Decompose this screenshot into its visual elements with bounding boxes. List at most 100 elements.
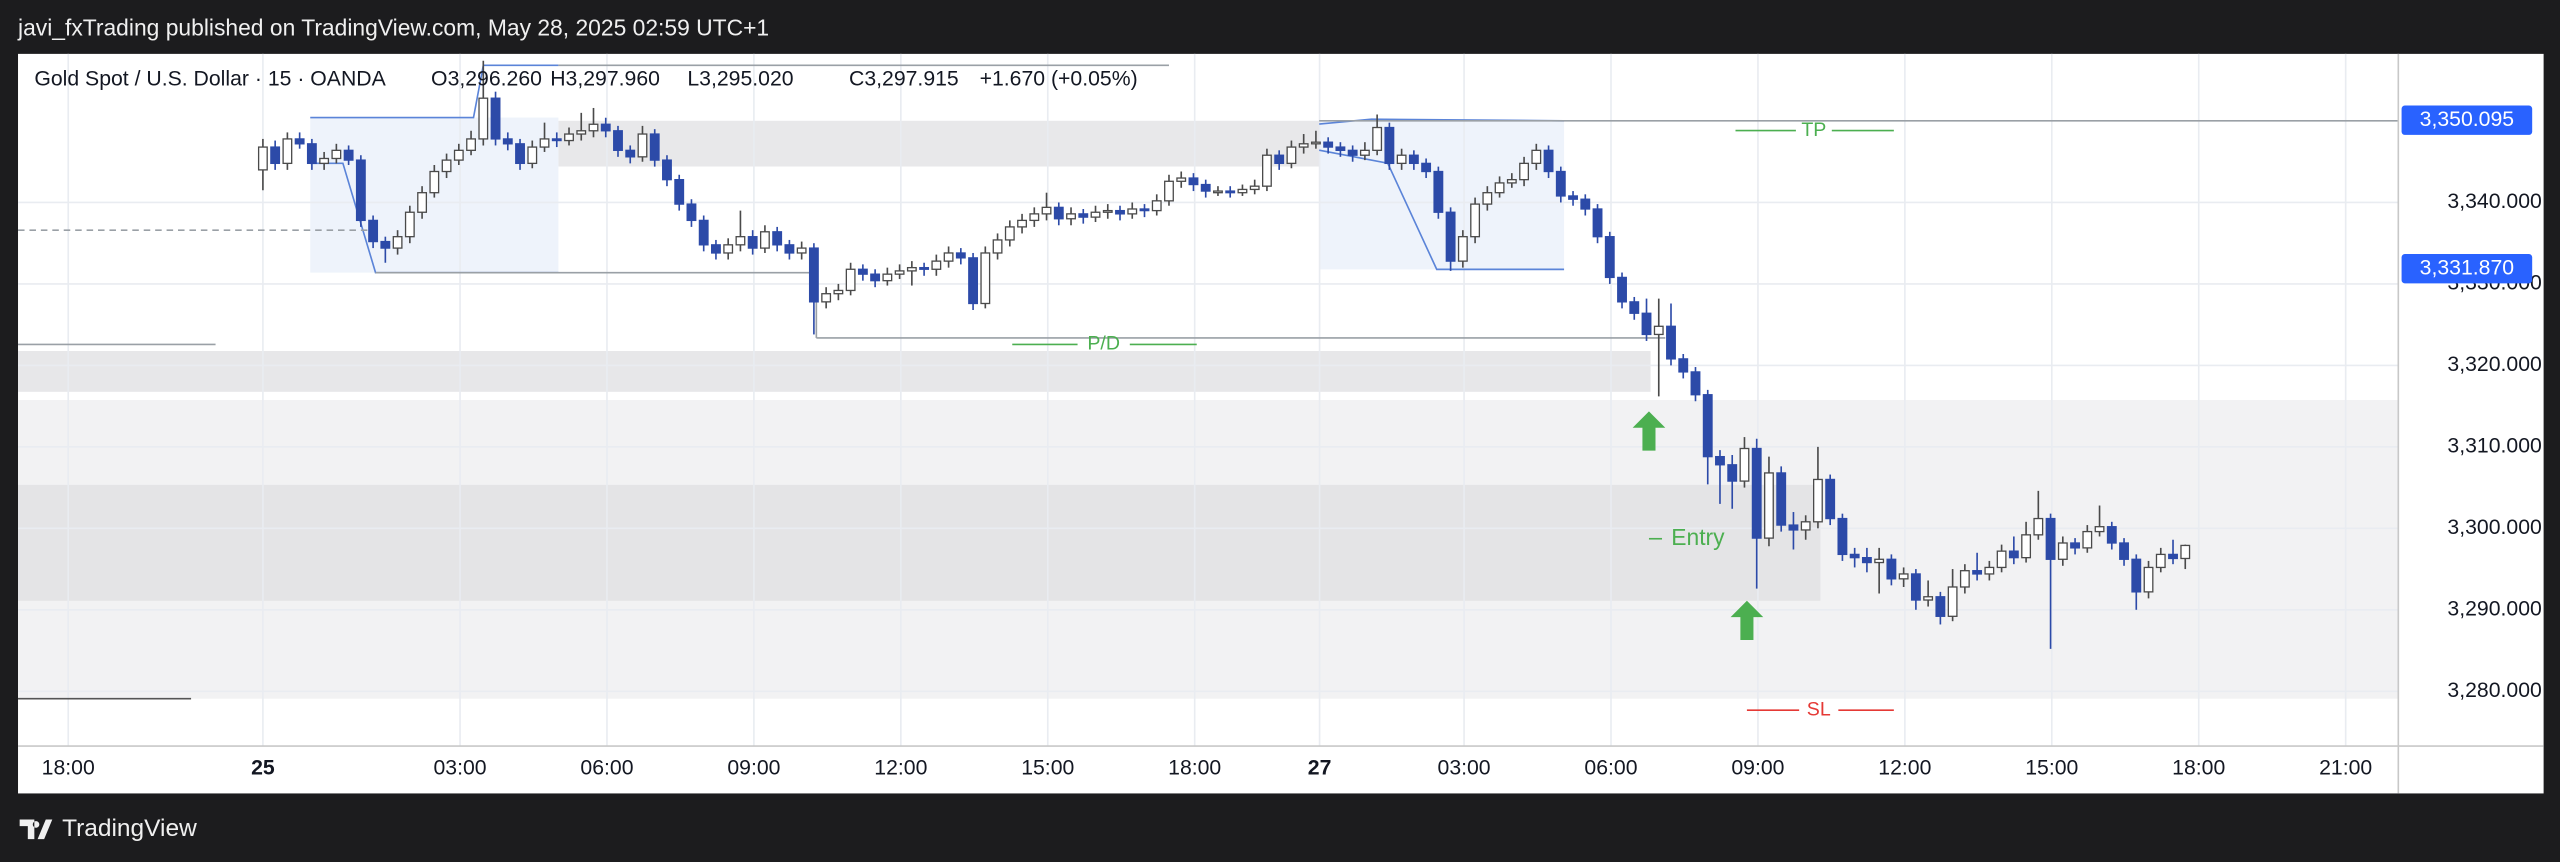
candle-body — [564, 133, 574, 142]
candle-body — [1702, 394, 1713, 458]
candle-body — [1041, 206, 1052, 215]
candle-body — [1751, 447, 1762, 539]
candle-body — [1359, 149, 1370, 156]
candle-body — [331, 149, 342, 160]
candle-body — [1457, 236, 1468, 262]
y-tick-label: 3,310.000 — [2447, 434, 2541, 457]
candle-body — [870, 273, 881, 282]
candle-body — [551, 138, 562, 142]
brand: TradingView — [19, 815, 197, 842]
candle-body — [1151, 200, 1162, 212]
x-tick-label: 18:00 — [42, 757, 95, 780]
candle-body — [343, 149, 354, 161]
candle-body — [698, 219, 709, 246]
candle-body — [1078, 213, 1089, 218]
candle-body — [2143, 566, 2154, 593]
candle-body — [441, 159, 452, 173]
candle-body — [1727, 464, 1738, 482]
candle-body — [1996, 550, 2007, 569]
candle-body — [368, 219, 379, 243]
candle-body — [478, 97, 489, 140]
candle-body — [417, 192, 428, 213]
x-tick-label: 09:00 — [727, 757, 780, 780]
candle-body — [466, 138, 476, 151]
legend-close: C3,297.915 — [849, 68, 959, 91]
candle-body — [1323, 141, 1334, 148]
candle-body — [955, 252, 966, 259]
x-tick-label: 06:00 — [580, 757, 633, 780]
x-tick-label: 03:00 — [433, 757, 486, 780]
candle-body — [808, 247, 819, 303]
candle-body — [2180, 544, 2191, 560]
candle-body — [1188, 177, 1199, 186]
candle-body — [392, 236, 403, 249]
candle-body — [1580, 198, 1591, 210]
candle-body — [588, 123, 599, 132]
x-tick-label: 03:00 — [1438, 757, 1491, 780]
candle-body — [1286, 146, 1297, 165]
candle-body — [576, 130, 587, 135]
candle-body — [1715, 455, 1725, 466]
candle-body — [257, 146, 268, 171]
entry-label: Entry — [1671, 524, 1725, 550]
candle-body — [502, 138, 513, 145]
symbol: Gold Spot / U.S. Dollar · 15 · OANDA — [34, 68, 386, 91]
candle-body — [2057, 542, 2068, 560]
candle-body — [943, 252, 954, 262]
candle-body — [968, 257, 979, 305]
candle-body — [1764, 472, 1774, 539]
candle-body — [453, 149, 464, 161]
candle-body — [600, 123, 611, 132]
candle-body — [894, 270, 905, 275]
candle-body — [1800, 521, 1811, 531]
candle-body — [2082, 530, 2093, 549]
candle-body — [1262, 154, 1272, 187]
candle-body — [796, 247, 807, 254]
x-tick-label: 25 — [251, 757, 275, 780]
candle-body — [1506, 179, 1517, 184]
candle-body — [1519, 162, 1530, 181]
candle-body — [1384, 126, 1395, 165]
candle-body — [539, 138, 550, 148]
candle-body — [637, 133, 648, 158]
legend-low: L3,295.020 — [687, 68, 793, 91]
candle-body — [1029, 213, 1040, 222]
zone — [558, 120, 1320, 167]
candle-body — [649, 133, 660, 161]
drawings — [18, 64, 2399, 711]
candle-body — [2155, 553, 2166, 569]
candle-body — [282, 138, 293, 165]
y-tick-label: 3,290.000 — [2447, 597, 2541, 620]
candle-body — [1666, 325, 1676, 360]
logo — [19, 819, 53, 840]
candle-body — [2106, 526, 2117, 544]
candle-body — [355, 159, 366, 222]
candle-body — [1396, 154, 1407, 165]
candle-body — [1861, 557, 1872, 564]
arrow-up — [1730, 600, 1764, 640]
x-tick-label: 12:00 — [874, 757, 927, 780]
candle-body — [1984, 566, 1995, 575]
candle-body — [1825, 478, 1836, 520]
x-tick-label: 18:00 — [2172, 757, 2225, 780]
candles — [257, 60, 2191, 649]
candle-body — [723, 244, 734, 254]
candle-body — [294, 138, 305, 145]
arrow-up — [1632, 411, 1666, 451]
candle-body — [1421, 162, 1432, 173]
candle-body — [1433, 170, 1444, 213]
candle-body — [906, 266, 917, 272]
candle-body — [2008, 550, 2019, 559]
candle-body — [1164, 180, 1174, 202]
candle-body — [1225, 190, 1236, 194]
candle-body — [1629, 301, 1640, 314]
candle-body — [1592, 208, 1603, 238]
candle-body — [1274, 154, 1285, 165]
candle-body — [1090, 211, 1101, 218]
brand-name: TradingView — [62, 815, 197, 842]
candle-body — [857, 268, 868, 275]
candle-body — [429, 170, 440, 194]
legend-high: H3,297.960 — [550, 68, 660, 91]
price-tag — [2401, 254, 2533, 284]
